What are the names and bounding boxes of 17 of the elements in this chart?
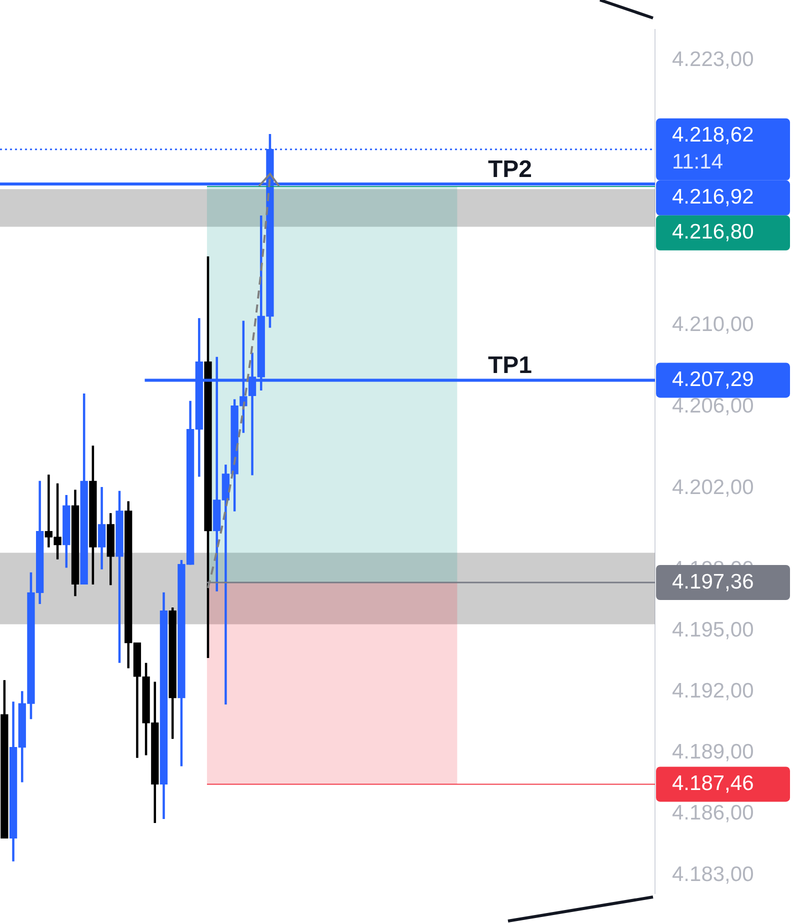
annotation: TP2 — [488, 156, 532, 184]
ref-line-label: 4.216,92 — [672, 186, 754, 209]
ref-line-label: 4.218,62 11:14 — [672, 124, 754, 174]
y-tick-label: 4.192,00 — [672, 680, 754, 703]
ref-line-label: 4.197,36 — [672, 570, 754, 594]
y-tick-label: 4.186,00 — [672, 802, 754, 825]
y-tick-label: 4.210,00 — [672, 312, 754, 336]
ref-line-label: 4.187,46 — [672, 772, 754, 795]
y-tick-label: 4.189,00 — [672, 740, 754, 764]
annotation: TP1 — [488, 352, 532, 380]
y-tick-label: 4.195,00 — [672, 618, 754, 642]
y-tick-label: 4.183,00 — [672, 862, 754, 886]
y-tick-label: 4.223,00 — [672, 48, 754, 71]
y-tick-label: 4.206,00 — [672, 394, 754, 418]
ref-line-label: 4.207,29 — [672, 368, 754, 392]
y-tick-label: 4.202,00 — [672, 476, 754, 499]
ref-line-label: 4.216,80 — [672, 220, 754, 244]
